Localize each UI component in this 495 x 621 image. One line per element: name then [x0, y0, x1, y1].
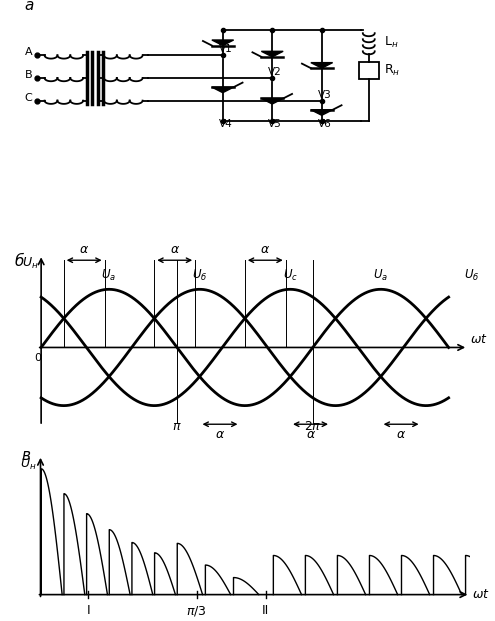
Text: $\alpha$: $\alpha$ — [215, 428, 225, 442]
Text: $\alpha$: $\alpha$ — [79, 243, 89, 256]
Text: $U_н$: $U_н$ — [22, 256, 39, 271]
Text: $U_a$: $U_a$ — [101, 268, 117, 283]
Text: $\omega t$: $\omega t$ — [472, 588, 490, 601]
Bar — [359, 62, 379, 79]
Text: V2: V2 — [268, 67, 282, 77]
Text: $\alpha$: $\alpha$ — [396, 428, 406, 442]
Text: V5: V5 — [268, 119, 282, 129]
Text: $2\pi$: $2\pi$ — [304, 420, 322, 433]
Text: $\omega t$: $\omega t$ — [470, 333, 488, 347]
Text: C: C — [25, 93, 33, 102]
Text: $\pi/3$: $\pi/3$ — [187, 604, 207, 618]
Text: $\pi$: $\pi$ — [172, 420, 182, 433]
Text: $U_c$: $U_c$ — [283, 268, 297, 283]
Text: в: в — [21, 448, 30, 463]
Text: б: б — [15, 254, 24, 269]
Text: V4: V4 — [219, 119, 233, 129]
Text: L$_{н}$: L$_{н}$ — [384, 35, 398, 50]
Text: $\alpha$: $\alpha$ — [260, 243, 270, 256]
Text: V3: V3 — [318, 89, 332, 99]
Text: a: a — [25, 0, 34, 13]
Polygon shape — [311, 110, 333, 116]
Text: $U_н$: $U_н$ — [20, 456, 37, 472]
Text: 0: 0 — [34, 353, 41, 363]
Text: I: I — [86, 604, 90, 617]
Polygon shape — [261, 99, 283, 104]
Text: R$_{н}$: R$_{н}$ — [384, 63, 400, 78]
Text: $U_б$: $U_б$ — [192, 268, 207, 283]
Text: V1: V1 — [219, 44, 233, 54]
Text: $\alpha$: $\alpha$ — [170, 243, 180, 256]
Polygon shape — [212, 40, 234, 45]
Polygon shape — [261, 52, 283, 57]
Text: B: B — [25, 70, 32, 80]
Text: $\alpha$: $\alpha$ — [305, 428, 316, 442]
Polygon shape — [212, 87, 234, 93]
Polygon shape — [311, 63, 333, 68]
Text: V6: V6 — [318, 119, 332, 129]
Text: A: A — [25, 47, 32, 57]
Text: II: II — [262, 604, 269, 617]
Text: $U_a$: $U_a$ — [373, 268, 388, 283]
Text: $U_б$: $U_б$ — [463, 268, 479, 283]
